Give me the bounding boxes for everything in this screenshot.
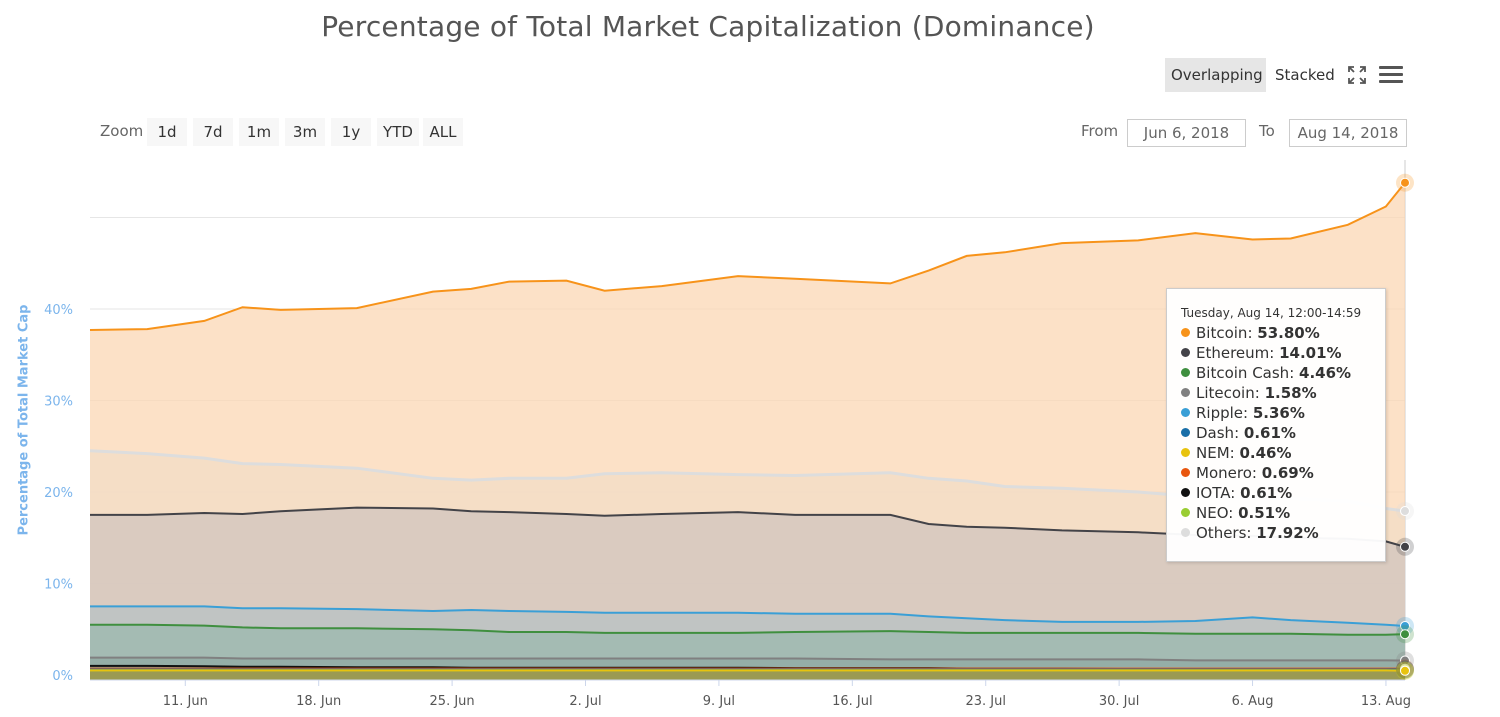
tooltip-row: Monero: 0.69%	[1181, 463, 1314, 483]
y-tick-label: 10%	[44, 578, 73, 593]
series-line-bitcoin-cash[interactable]	[90, 623, 1406, 636]
zoom-label: Zoom	[100, 122, 144, 140]
to-date-input[interactable]: Aug 14, 2018	[1289, 119, 1407, 147]
tooltip-row: Dash: 0.61%	[1181, 423, 1296, 443]
tooltip-series-name: Others:	[1196, 524, 1257, 542]
zoom-7d-button[interactable]: 7d	[193, 118, 233, 146]
zoom-3m-button[interactable]: 3m	[285, 118, 325, 146]
tooltip-dot	[1181, 408, 1190, 417]
tick-layer: 0% 10% 20% 30% 40% 11. Jun 18. Jun 25. Jun 2. Ju…	[44, 303, 1411, 709]
tooltip-row: Ethereum: 14.01%	[1181, 343, 1342, 363]
x-tick-label: 9. Jul	[703, 694, 735, 709]
tooltip-series-value: 5.36%	[1252, 404, 1305, 422]
tooltip-dot	[1181, 508, 1190, 517]
tooltip-series-name: NEM:	[1196, 444, 1240, 462]
tooltip-dot	[1181, 348, 1190, 357]
fullscreen-icon[interactable]	[1347, 65, 1367, 85]
tooltip-row: IOTA: 0.61%	[1181, 483, 1292, 503]
tooltip-series-name: IOTA:	[1196, 484, 1241, 502]
tooltip-series-value: 0.51%	[1238, 504, 1291, 522]
tooltip-dot	[1181, 468, 1190, 477]
tooltip-dot	[1181, 368, 1190, 377]
menu-icon-bar	[1379, 66, 1403, 69]
tooltip-dot	[1181, 528, 1190, 537]
tooltip-series-value: 0.69%	[1261, 464, 1314, 482]
y-tick-label: 40%	[44, 303, 73, 318]
chart-title: Percentage of Total Market Capitalizatio…	[321, 10, 1095, 43]
series-point-nem[interactable]	[1400, 665, 1410, 676]
x-tick-label: 18. Jun	[296, 694, 341, 709]
series-area-nem	[90, 670, 1405, 680]
tooltip-series-name: Monero:	[1196, 464, 1262, 482]
zoom-1m-button[interactable]: 1m	[239, 118, 279, 146]
y-tick-label: 30%	[44, 395, 73, 410]
series-point-ethereum[interactable]	[1400, 541, 1410, 552]
to-label: To	[1259, 122, 1275, 140]
y-tick-label: 20%	[44, 486, 73, 501]
tooltip-row: Litecoin: 1.58%	[1181, 383, 1317, 403]
fullscreen-glyph	[1348, 66, 1366, 84]
tooltip-series-value: 4.46%	[1299, 364, 1352, 382]
from-date-input[interactable]: Jun 6, 2018	[1127, 119, 1246, 147]
tooltip-series-name: Ripple:	[1196, 404, 1253, 422]
x-tick-label: 2. Jul	[569, 694, 601, 709]
tooltip-series-name: Dash:	[1196, 424, 1244, 442]
menu-icon[interactable]	[1379, 66, 1403, 84]
series-line-ripple[interactable]	[90, 605, 1406, 627]
marker-layer	[1396, 173, 1414, 680]
tooltip-dot	[1181, 448, 1190, 457]
tooltip-series-value: 53.80%	[1257, 324, 1320, 342]
tooltip: Tuesday, Aug 14, 12:00-14:59 Bitcoin: 53…	[1166, 288, 1386, 562]
from-label: From	[1081, 122, 1119, 140]
x-tick-label: 23. Jul	[965, 694, 1006, 709]
tooltip-row: Bitcoin: 53.80%	[1181, 323, 1320, 343]
tooltip-row: Bitcoin Cash: 4.46%	[1181, 363, 1351, 383]
tooltip-series-name: Ethereum:	[1196, 344, 1280, 362]
x-tick-label: 30. Jul	[1099, 694, 1140, 709]
tooltip-series-name: NEO:	[1196, 504, 1239, 522]
overlapping-button[interactable]: Overlapping	[1165, 58, 1266, 92]
menu-icon-bar	[1379, 73, 1403, 76]
tooltip-row: Ripple: 5.36%	[1181, 403, 1305, 423]
series-line-bitcoin[interactable]	[89, 182, 1406, 331]
tooltip-series-name: Bitcoin:	[1196, 324, 1258, 342]
zoom-1d-button[interactable]: 1d	[147, 118, 187, 146]
x-tick-label: 13. Aug	[1361, 694, 1411, 709]
x-tick-label: 11. Jun	[163, 694, 208, 709]
tooltip-header: Tuesday, Aug 14, 12:00-14:59	[1181, 306, 1362, 320]
tooltip-series-value: 14.01%	[1279, 344, 1342, 362]
x-tick-label: 6. Aug	[1232, 694, 1274, 709]
tooltip-row: Others: 17.92%	[1181, 523, 1319, 543]
tooltip-series-name: Bitcoin Cash:	[1196, 364, 1300, 382]
stacked-button[interactable]: Stacked	[1275, 66, 1335, 84]
tooltip-row: NEO: 0.51%	[1181, 503, 1290, 523]
tooltip-series-value: 17.92%	[1256, 524, 1319, 542]
tooltip-dot	[1181, 388, 1190, 397]
zoom-1y-button[interactable]: 1y	[331, 118, 371, 146]
tooltip-dot	[1181, 328, 1190, 337]
tooltip-series-value: 1.58%	[1264, 384, 1317, 402]
tooltip-dot	[1181, 488, 1190, 497]
series-point-bitcoin[interactable]	[1400, 177, 1410, 188]
tooltip-series-value: 0.46%	[1239, 444, 1292, 462]
tooltip-series-value: 0.61%	[1240, 484, 1293, 502]
series-point-bitcoin-cash[interactable]	[1400, 629, 1410, 640]
tooltip-series-value: 0.61%	[1243, 424, 1296, 442]
zoom-ytd-button[interactable]: YTD	[377, 118, 419, 146]
x-tick-label: 16. Jul	[832, 694, 873, 709]
series-line-litecoin[interactable]	[90, 656, 1406, 662]
series-point-others[interactable]	[1400, 506, 1410, 517]
y-tick-label: 0%	[52, 669, 73, 684]
tooltip-series-name: Litecoin:	[1196, 384, 1265, 402]
tooltip-dot	[1181, 428, 1190, 437]
zoom-all-button[interactable]: ALL	[423, 118, 463, 146]
x-tick-label: 25. Jun	[430, 694, 475, 709]
tooltip-row: NEM: 0.46%	[1181, 443, 1292, 463]
menu-icon-bar	[1379, 80, 1403, 83]
